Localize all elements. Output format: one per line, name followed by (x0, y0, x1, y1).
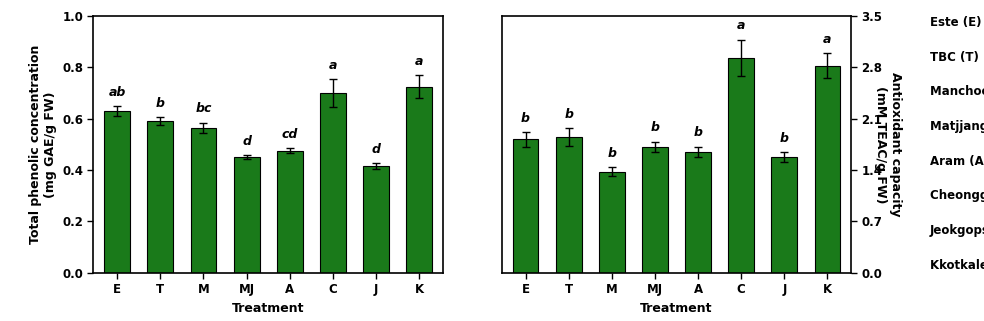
Text: Cheonggopsl (C): Cheonggopsl (C) (930, 189, 984, 202)
Text: b: b (650, 121, 659, 134)
Text: b: b (155, 97, 165, 110)
Text: TBC (T): TBC (T) (930, 51, 979, 64)
Bar (191, 128, 216, 273)
Text: ab: ab (108, 86, 126, 99)
Bar (320, 93, 345, 273)
Bar (685, 152, 711, 273)
Bar (771, 157, 797, 273)
Bar (642, 147, 668, 273)
Bar (513, 139, 538, 273)
Text: Kkotkale (K): Kkotkale (K) (930, 259, 984, 272)
Text: a: a (824, 33, 831, 46)
Bar (406, 87, 432, 273)
Y-axis label: Antioxidant capacity
(mM TEAC/g FW): Antioxidant capacity (mM TEAC/g FW) (874, 72, 902, 217)
Text: Manchoo (M): Manchoo (M) (930, 85, 984, 98)
Text: b: b (607, 147, 616, 160)
Bar (556, 137, 582, 273)
Text: Matjjang (MJ): Matjjang (MJ) (930, 120, 984, 133)
X-axis label: Treatment: Treatment (232, 302, 304, 315)
Text: b: b (522, 112, 530, 125)
Bar (363, 166, 389, 273)
Text: d: d (242, 135, 251, 148)
Text: Jeokgopsl (J): Jeokgopsl (J) (930, 224, 984, 237)
Text: bc: bc (195, 102, 212, 116)
Text: Este (E): Este (E) (930, 16, 981, 29)
Bar (277, 151, 303, 273)
Bar (148, 121, 173, 273)
Bar (233, 157, 260, 273)
Text: b: b (694, 126, 703, 139)
Text: cd: cd (281, 128, 298, 141)
Text: a: a (737, 19, 745, 32)
Text: d: d (371, 143, 381, 156)
Bar (728, 58, 754, 273)
Bar (599, 172, 625, 273)
Text: b: b (779, 132, 789, 144)
Text: b: b (564, 108, 574, 121)
X-axis label: Treatment: Treatment (641, 302, 712, 315)
Text: Aram (A): Aram (A) (930, 155, 984, 168)
Text: a: a (329, 59, 337, 72)
Text: a: a (415, 55, 423, 68)
Bar (815, 66, 840, 273)
Bar (104, 111, 130, 273)
Y-axis label: Total phenolic concentration
(mg GAE/g FW): Total phenolic concentration (mg GAE/g F… (29, 45, 56, 244)
